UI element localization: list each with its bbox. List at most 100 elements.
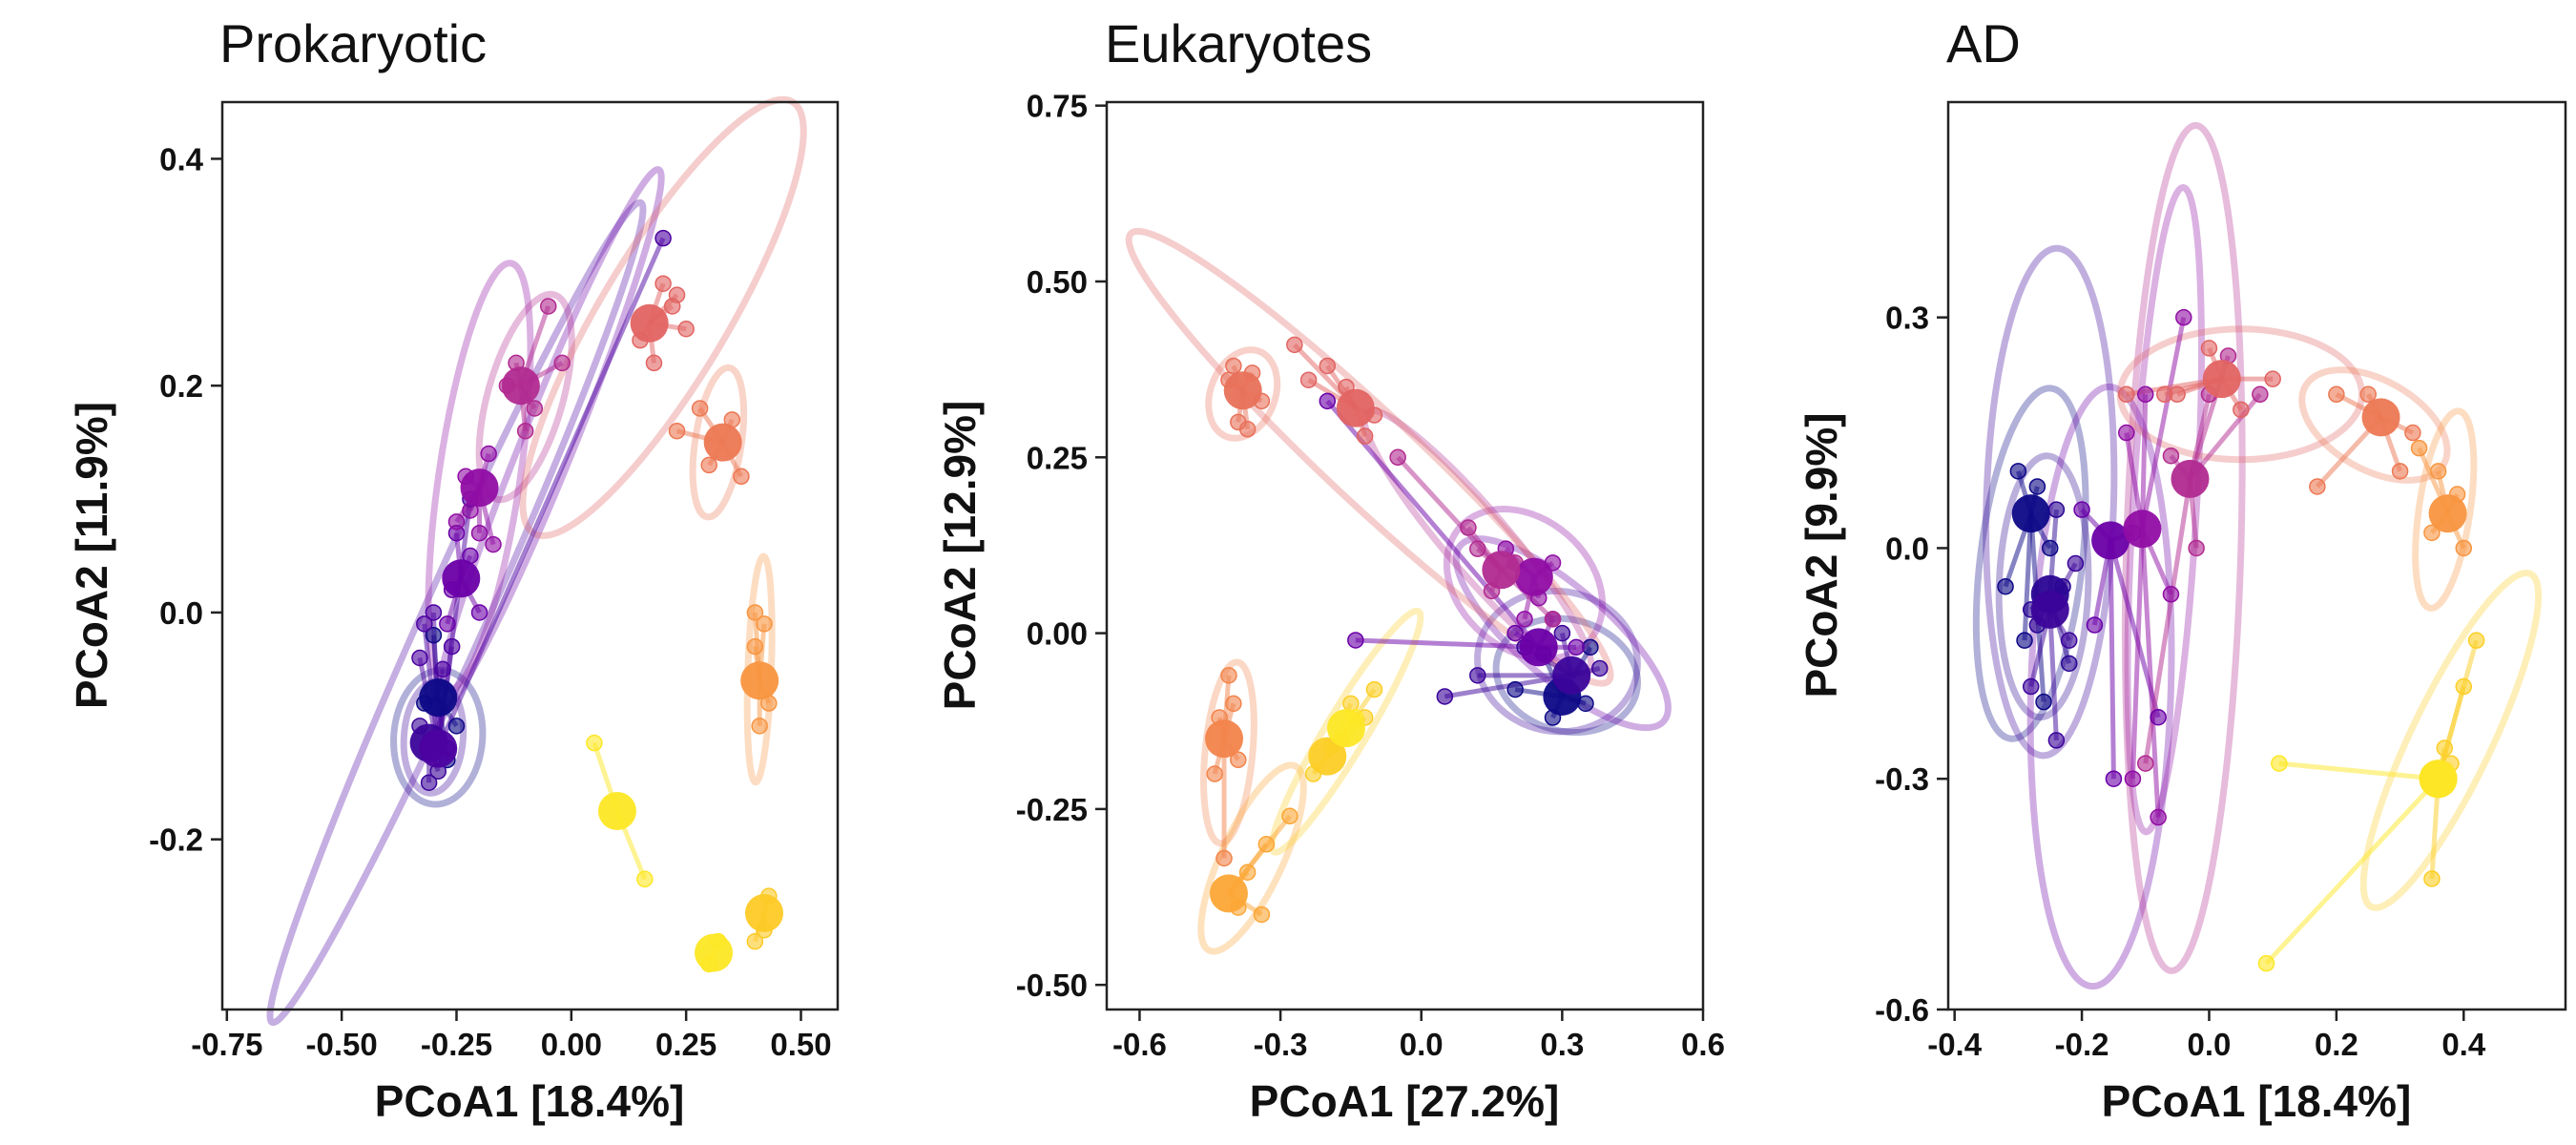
- centroid-2-4: [2123, 510, 2162, 549]
- point-2-10-1: [2257, 954, 2275, 972]
- plot-frame-ad: [1946, 100, 2567, 1011]
- point-1-7-5: [1220, 667, 1237, 684]
- centroid-2-2: [2030, 590, 2069, 629]
- point-1-8-4: [1253, 906, 1271, 924]
- point-2-0-2: [2041, 539, 2059, 557]
- spoke-0-2-6: [435, 237, 666, 750]
- point-1-7-1: [1225, 695, 1242, 713]
- point-2-8-0: [2429, 463, 2447, 480]
- plot-frame-eukaryotes: [1105, 100, 1705, 1011]
- point-2-6-3: [2264, 370, 2281, 387]
- point-1-0-4: [1582, 638, 1599, 656]
- x-tick-label-1-4: 0.6: [1681, 1027, 1725, 1062]
- point-2-6-5: [2118, 385, 2135, 404]
- spoke-1-2-0: [1355, 637, 1539, 650]
- point-2-0-5: [2035, 693, 2052, 711]
- point-2-1-4: [2047, 501, 2066, 518]
- spoke-2-3-3: [2108, 540, 2116, 780]
- point-2-6-2: [2233, 401, 2250, 419]
- centroid-2-5: [2171, 459, 2210, 498]
- point-1-5-3: [1356, 427, 1374, 445]
- point-0-8-4: [746, 604, 764, 621]
- point-1-4-3: [1460, 519, 1477, 536]
- point-2-2-1: [2022, 677, 2040, 696]
- x-tick-label-0-1: -0.50: [306, 1027, 378, 1062]
- x-tick-label-0-2: -0.25: [421, 1027, 492, 1062]
- panel-prokaryotic: Prokaryotic -0.75 -0.50 -0.25 0.00 0.25 0.50 -…: [67, 13, 840, 1126]
- x-tick-label-2-0: -0.4: [1927, 1027, 1983, 1062]
- y-axis-title-prokaryotic: PCoA2 [11.9%]: [67, 402, 116, 709]
- point-2-0-3: [1997, 577, 2014, 595]
- point-0-4-0: [480, 445, 497, 463]
- point-0-0-3: [447, 718, 466, 735]
- ellipse-2-4: [2124, 183, 2205, 836]
- ellipse-2-8: [2412, 407, 2478, 612]
- centroid-2-8: [2428, 494, 2467, 533]
- ellipse-2-2: [1983, 244, 2118, 760]
- plot-frame-prokaryotic: [220, 100, 840, 1011]
- point-0-7-3: [700, 456, 717, 474]
- point-1-0-0: [1506, 680, 1524, 698]
- panel-title-eukaryotes: Eukaryotes: [1105, 13, 1372, 73]
- point-0-6-5: [668, 286, 686, 303]
- centroid-1-2: [1519, 628, 1558, 667]
- centroid-2-10: [2419, 760, 2458, 799]
- centroid-0-3: [442, 559, 481, 598]
- y-axis-title-ad: PCoA2 [9.9%]: [1797, 412, 1846, 697]
- spoke-2-2-2: [2047, 609, 2059, 741]
- point-0-4-2: [470, 524, 488, 542]
- point-1-5-0: [1286, 336, 1303, 354]
- point-1-4-5: [1544, 611, 1562, 628]
- ellipse-2-7: [2298, 366, 2451, 484]
- point-0-2-4: [411, 649, 428, 667]
- ellipse-0-2: [266, 198, 647, 1027]
- panel-title-ad: AD: [1946, 13, 2021, 73]
- point-0-9-0: [746, 932, 764, 950]
- spoke-2-4-5: [2139, 317, 2187, 530]
- point-0-8-1: [746, 637, 764, 656]
- point-1-6-0: [1225, 357, 1242, 375]
- centroid-1-6: [1223, 371, 1262, 410]
- centroid-1-9: [1308, 737, 1347, 776]
- point-1-4-4: [1389, 448, 1406, 467]
- point-0-5-4: [516, 422, 534, 440]
- x-axis-title-ad: PCoA1 [18.4%]: [2102, 1076, 2412, 1126]
- ellipse-1-0: [1492, 614, 1641, 737]
- point-2-4-1: [2137, 385, 2154, 404]
- centroid-0-11: [695, 933, 734, 972]
- centroid-1-4: [1482, 551, 1521, 590]
- point-2-8-4: [2410, 439, 2428, 457]
- point-2-7-0: [2328, 385, 2345, 404]
- point-2-3-3: [2105, 770, 2123, 787]
- point-1-7-3: [1206, 765, 1223, 782]
- x-tick-label-2-1: -0.2: [2055, 1027, 2109, 1062]
- point-0-10-1: [636, 870, 654, 888]
- point-0-2-3: [443, 637, 461, 656]
- ellipse-1-6: [1205, 346, 1281, 442]
- x-tick-label-0-4: 0.25: [655, 1027, 717, 1062]
- point-1-2-3: [1568, 638, 1585, 656]
- y-tick-label-1-3: 0.25: [1027, 440, 1088, 475]
- point-2-2-3: [2067, 554, 2085, 572]
- point-0-3-4: [439, 615, 456, 633]
- point-0-7-0: [691, 400, 709, 417]
- point-2-5-4: [2137, 755, 2154, 772]
- point-2-7-1: [2359, 385, 2377, 404]
- point-2-4-4: [2150, 808, 2167, 826]
- point-2-6-4: [2169, 385, 2186, 404]
- point-2-3-2: [2086, 616, 2104, 634]
- point-2-0-4: [2016, 632, 2033, 649]
- x-axis-title-eukaryotes: PCoA1 [27.2%]: [1250, 1076, 1560, 1126]
- centroid-0-10: [597, 791, 636, 830]
- spoke-2-10-1: [2264, 777, 2441, 966]
- point-2-5-3: [2188, 539, 2205, 557]
- point-2-7-3: [2309, 478, 2326, 495]
- y-tick-label-0-2: 0.2: [159, 368, 203, 404]
- x-tick-label-1-1: -0.3: [1254, 1027, 1308, 1062]
- x-tick-label-1-2: 0.0: [1400, 1027, 1444, 1062]
- x-tick-label-0-5: 0.50: [770, 1027, 831, 1062]
- point-0-3-3: [470, 604, 488, 621]
- y-tick-label-2-0: -0.6: [1875, 992, 1929, 1028]
- point-2-9-0: [2436, 739, 2454, 757]
- centroid-0-2: [419, 729, 458, 768]
